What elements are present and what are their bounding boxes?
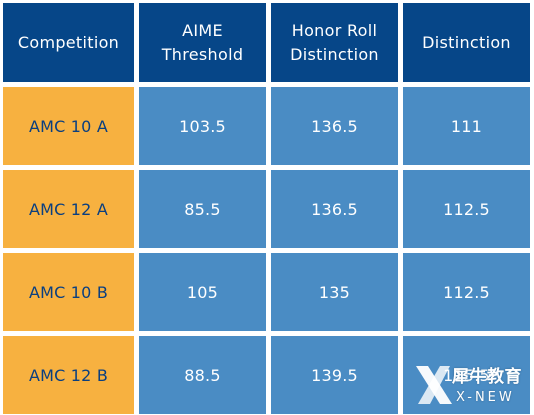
cell-aime-threshold: 88.5 bbox=[139, 336, 266, 414]
cell-honor-roll-distinction: 136.5 bbox=[271, 87, 398, 165]
cell-aime-threshold: 85.5 bbox=[139, 170, 266, 248]
cell-aime-threshold: 105 bbox=[139, 253, 266, 331]
header-distinction: Distinction bbox=[403, 3, 530, 82]
row-label-competition: AMC 12 B bbox=[3, 336, 134, 414]
cell-honor-roll-distinction: 135 bbox=[271, 253, 398, 331]
cell-distinction: 115.5 bbox=[403, 336, 530, 414]
cell-distinction: 112.5 bbox=[403, 170, 530, 248]
cell-honor-roll-distinction: 136.5 bbox=[271, 170, 398, 248]
header-honor-roll-distinction: Honor Roll Distinction bbox=[271, 3, 398, 82]
cell-distinction: 112.5 bbox=[403, 253, 530, 331]
row-label-competition: AMC 10 B bbox=[3, 253, 134, 331]
row-label-competition: AMC 12 A bbox=[3, 170, 134, 248]
cell-distinction: 111 bbox=[403, 87, 530, 165]
score-table: Competition AIME Threshold Honor Roll Di… bbox=[3, 3, 532, 414]
row-label-competition: AMC 10 A bbox=[3, 87, 134, 165]
cell-honor-roll-distinction: 139.5 bbox=[271, 336, 398, 414]
header-competition: Competition bbox=[3, 3, 134, 82]
cell-aime-threshold: 103.5 bbox=[139, 87, 266, 165]
header-aime-threshold: AIME Threshold bbox=[139, 3, 266, 82]
